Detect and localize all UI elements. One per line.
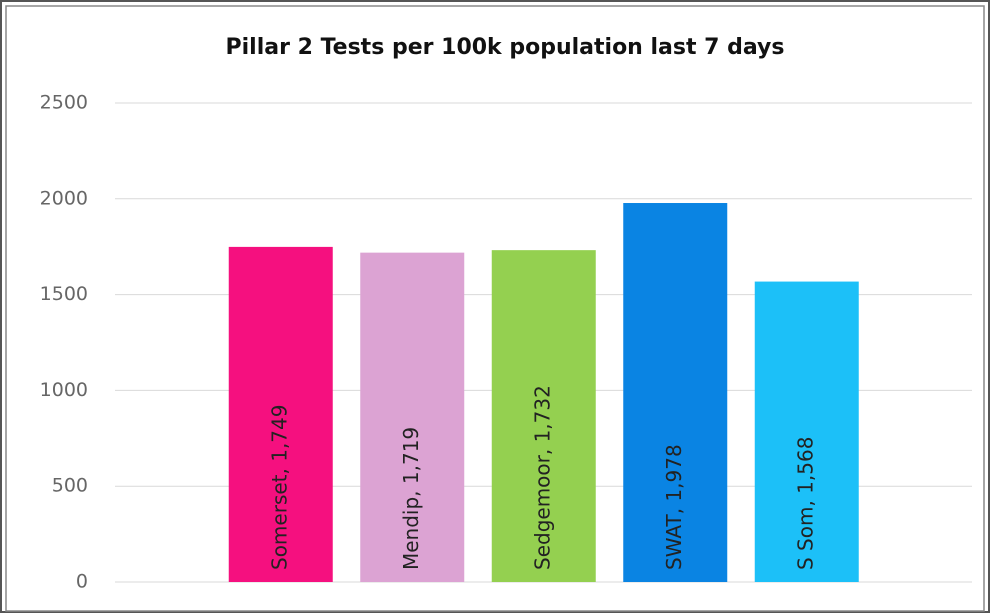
chart-title: Pillar 2 Tests per 100k population last … xyxy=(226,35,785,60)
data-label: Mendip, 1,719 xyxy=(399,427,423,570)
data-label: Somerset, 1,749 xyxy=(267,405,291,570)
y-tick-label: 2000 xyxy=(40,187,88,209)
data-label: SWAT, 1,978 xyxy=(662,444,686,570)
data-label: S Som, 1,568 xyxy=(793,437,817,570)
data-label: Sedgemoor, 1,732 xyxy=(530,385,554,570)
bar xyxy=(754,281,859,582)
bar xyxy=(228,246,333,582)
y-tick-label: 2500 xyxy=(40,92,88,114)
bar xyxy=(491,250,596,582)
y-tick-label: 0 xyxy=(76,571,88,593)
bar xyxy=(360,252,465,583)
y-tick-label: 1500 xyxy=(40,283,88,305)
y-tick-label: 1000 xyxy=(40,379,88,401)
bar xyxy=(623,203,728,582)
inner-frame xyxy=(5,5,985,612)
y-tick-label: 500 xyxy=(52,475,88,497)
